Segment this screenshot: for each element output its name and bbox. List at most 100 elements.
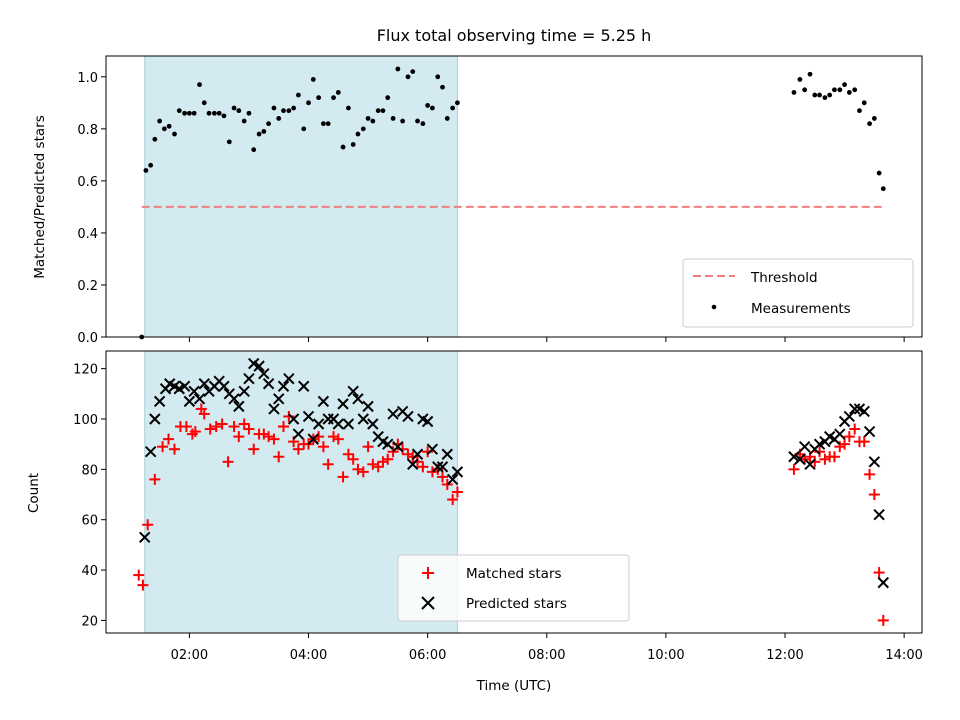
matched-star-point: [222, 456, 234, 468]
measurement-point: [161, 126, 167, 132]
xtick-label: 14:00: [885, 648, 922, 663]
matched-star-point: [142, 519, 154, 531]
predicted-star-point: [153, 395, 166, 408]
predicted-star-point: [312, 418, 325, 430]
measurement-point: [450, 105, 456, 111]
matched-star-point: [233, 431, 245, 443]
matched-star-point: [238, 418, 250, 430]
predicted-star-point: [352, 393, 364, 405]
predicted-star-point: [233, 400, 245, 413]
matched-star-point: [263, 431, 275, 443]
predicted-star-point: [228, 393, 240, 405]
x-axis-label: Time (UTC): [476, 678, 552, 694]
top-panel: 0.0 0.2 0.4 0.6 0.8 1.0 Matched/Predicted sta…: [32, 55, 923, 346]
measurement-point: [266, 121, 272, 127]
predicted-star-point: [357, 413, 370, 425]
measurement-point: [236, 108, 242, 114]
matched-star-point: [868, 489, 880, 501]
predicted-star-point: [367, 418, 379, 430]
predicted-star-point: [268, 403, 280, 415]
predicted-star-point: [183, 395, 196, 408]
measurement-point: [880, 186, 886, 192]
matched-star-point: [243, 423, 255, 435]
matched-star-point: [382, 453, 394, 465]
measurement-point: [380, 108, 386, 114]
matched-star-point: [180, 421, 192, 433]
measurement-point: [346, 105, 351, 111]
matched-star-point: [216, 418, 228, 430]
xtick-label: 12:00: [766, 648, 803, 663]
matched-star-point: [362, 441, 374, 453]
measurement-point: [385, 95, 391, 101]
top-panel-shade: [144, 55, 458, 338]
matched-star-point: [839, 438, 851, 450]
matched-star-point: [268, 433, 280, 445]
matched-star-point: [849, 423, 861, 435]
xtick-label: 08:00: [528, 648, 565, 663]
measurement-point: [797, 77, 803, 82]
xtick-label: 06:00: [409, 648, 446, 663]
predicted-star-point: [421, 415, 434, 428]
ytick-label: 120: [73, 363, 98, 378]
measurement-point: [410, 69, 416, 75]
measurement-point: [261, 129, 267, 134]
bottom-legend-box: [397, 554, 630, 622]
chart-title: Flux total observing time = 5.25 h: [377, 26, 652, 45]
matched-star-point: [322, 458, 334, 470]
measurement-point: [172, 131, 177, 137]
measurement-point: [286, 108, 292, 114]
matched-star-point: [273, 451, 285, 463]
bottom-panel-ytick-labels: 20 40 60 80 100 120: [73, 363, 106, 629]
predicted-star-point: [868, 456, 881, 468]
matched-star-point: [277, 421, 289, 433]
matched-star-point: [157, 441, 169, 453]
predicted-star-point: [178, 380, 191, 392]
matched-star-point: [397, 443, 409, 455]
matched-star-point: [168, 443, 180, 455]
predicted-star-point: [218, 380, 230, 392]
measurement-point: [832, 87, 837, 93]
measurement-point: [370, 118, 376, 124]
matched-star-point: [372, 461, 384, 473]
predicted-star-point: [332, 418, 344, 430]
predicted-star-point: [402, 410, 414, 423]
measurement-point: [340, 144, 346, 150]
measurement-point: [276, 116, 282, 121]
matched-star-point: [352, 463, 364, 475]
measurement-point: [335, 90, 341, 95]
ytick-label: 80: [81, 463, 98, 478]
matched-star-point: [283, 410, 295, 422]
predicted-star-point: [258, 367, 270, 380]
measurement-point: [350, 142, 356, 147]
matched-star-point: [858, 436, 870, 448]
measurement-point: [842, 82, 847, 88]
matched-star-point: [248, 443, 260, 455]
measurement-point: [301, 126, 307, 132]
measurement-point: [395, 66, 401, 72]
predicted-star-point: [144, 446, 157, 458]
measurement-point: [827, 92, 833, 98]
measurement-point: [876, 170, 882, 176]
measurement-point: [415, 118, 420, 124]
predicted-star-point: [407, 458, 419, 471]
bottom-panel: 20 40 60 80 100 120 02:00 04:00 06:00 08:00 10:00…: [26, 350, 923, 694]
predicted-star-point: [273, 393, 285, 405]
measurement-point: [400, 118, 406, 124]
predicted-star-point: [307, 433, 319, 445]
measurement-point: [201, 100, 207, 106]
matched-star-point: [402, 448, 414, 460]
matched-legend-marker: [422, 567, 434, 579]
predicted-star-point: [347, 385, 359, 397]
measurement-point: [216, 110, 222, 116]
predicted-star-point: [342, 418, 355, 430]
measurement-point: [281, 108, 286, 114]
predicted-star-point: [877, 576, 889, 589]
measurement-point: [365, 116, 371, 121]
ytick-label: 1.0: [77, 71, 98, 86]
matched-star-point: [210, 421, 222, 433]
measurement-point: [802, 87, 808, 93]
measurement-point: [152, 136, 158, 142]
predicted-star-point: [292, 428, 305, 440]
measurement-point: [191, 110, 197, 116]
measurement-point: [295, 92, 301, 98]
